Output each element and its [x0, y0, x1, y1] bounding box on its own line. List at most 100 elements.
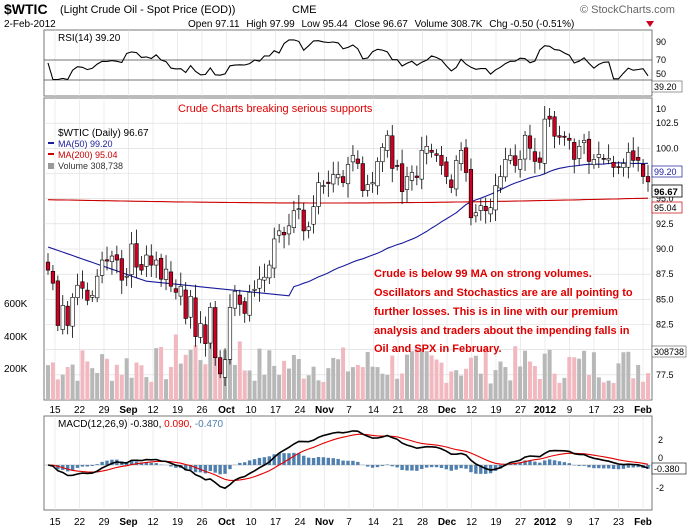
- candle-body: [390, 135, 395, 169]
- candle-body: [252, 288, 257, 291]
- volume-bar: [316, 380, 321, 400]
- candle-body: [537, 157, 542, 163]
- x-tick-label: 15: [49, 517, 61, 528]
- macd-histogram-bar: [498, 465, 503, 469]
- macd-histogram-bar: [341, 460, 345, 465]
- x-tick-label: 9: [567, 405, 573, 416]
- x-tick-label: Nov: [315, 405, 334, 416]
- volume-bar: [100, 354, 105, 400]
- volume-bar: [109, 380, 114, 400]
- volume-tick-200k: 200K: [4, 364, 28, 375]
- macd-histogram-bar: [439, 465, 444, 468]
- volume-bar: [547, 349, 552, 400]
- candle-body: [547, 115, 552, 120]
- price-tick-label: 82.5: [656, 320, 674, 330]
- macd-histogram-bar: [469, 465, 473, 473]
- volume-bar: [577, 358, 582, 400]
- candle-body: [508, 155, 513, 161]
- x-tick-label: 19: [172, 517, 184, 528]
- macd-histogram-bar: [306, 457, 311, 465]
- macd-histogram-bar: [129, 460, 134, 465]
- rsi-tick-50: 50: [656, 69, 666, 79]
- annotation-line: further losses. This is in line with our…: [374, 306, 618, 318]
- x-tick-label: 21: [392, 405, 404, 416]
- volume-bar: [154, 348, 159, 400]
- candle-body: [586, 138, 592, 162]
- volume-bar: [149, 381, 154, 400]
- macd-histogram-bar: [533, 461, 537, 465]
- candle-body: [311, 206, 316, 225]
- symbol-description: (Light Crude Oil - Spot Price (EOD)): [60, 4, 235, 16]
- volume-bar: [409, 351, 414, 400]
- macd-histogram-bar: [557, 461, 562, 465]
- volume-bar: [262, 374, 267, 400]
- candle-body: [498, 176, 503, 189]
- candle-body: [429, 149, 434, 153]
- candle-body: [90, 295, 95, 298]
- ma50-swatch: [48, 142, 54, 144]
- volume-tick-400k: 400K: [4, 332, 28, 343]
- candle-body: [601, 158, 606, 160]
- macd-histogram-bar: [56, 465, 60, 470]
- x-tick-label: 17: [588, 517, 600, 528]
- candle-body: [134, 243, 139, 268]
- price-tick-label: 85.0: [656, 294, 674, 304]
- macd-histogram-bar: [513, 463, 517, 465]
- low-value: 95.44: [323, 19, 348, 30]
- macd-histogram-bar: [410, 465, 414, 471]
- macd-histogram-bar: [331, 458, 335, 465]
- macd-histogram-bar: [282, 453, 286, 465]
- candle-body: [95, 275, 100, 299]
- candle-body: [306, 226, 311, 231]
- volume-bar: [168, 366, 173, 400]
- x-tick-label: 28: [417, 405, 429, 416]
- candle-body: [262, 276, 267, 281]
- macd-histogram-bar: [297, 453, 301, 465]
- macd-histogram-bar: [626, 465, 631, 468]
- macd-histogram-bar: [390, 465, 394, 467]
- macd-histogram-bar: [523, 460, 527, 465]
- macd-histogram-bar: [577, 465, 581, 466]
- volume-bar: [331, 357, 336, 400]
- x-tick-label: 19: [490, 405, 502, 416]
- rsi-legend: RSI(14) 39.20: [58, 33, 121, 44]
- volume-bar: [213, 353, 218, 400]
- volume-bar: [444, 382, 449, 400]
- macd-histogram-bar: [252, 459, 257, 465]
- candle-body: [277, 230, 282, 236]
- macd-line: [47, 430, 649, 490]
- x-tick-label: 22: [74, 405, 86, 416]
- candle-body: [173, 288, 178, 293]
- volume-bar: [400, 373, 405, 400]
- ma200-tag: 95.04: [654, 203, 677, 213]
- macd-histogram-bar: [144, 462, 149, 465]
- candle-body: [286, 225, 292, 235]
- candle-body: [395, 165, 400, 167]
- macd-histogram-bar: [597, 465, 601, 469]
- macd-histogram-bar: [552, 460, 557, 465]
- volume-bar: [277, 374, 282, 400]
- volume-bar: [218, 361, 223, 400]
- x-tick-label: 23: [613, 405, 625, 416]
- volume-bar: [355, 364, 360, 400]
- macd-histogram-bar: [149, 462, 153, 465]
- macd-histogram-bar: [547, 459, 552, 465]
- price-legend-title: $WTIC (Daily) 96.67: [58, 128, 149, 139]
- x-tick-label: 23: [613, 517, 625, 528]
- macd-histogram-bar: [488, 465, 493, 474]
- volume-bar: [164, 379, 169, 400]
- x-tick-label: 17: [270, 405, 282, 416]
- macd-histogram-bar: [356, 461, 360, 465]
- volume-tag-box: [651, 345, 687, 358]
- volume-bar: [454, 370, 459, 400]
- candle-body: [109, 255, 115, 263]
- price-tick-label: 92.5: [656, 219, 674, 229]
- macd-legend-name: MACD(12,26,9): [58, 419, 127, 430]
- x-tick-label: Dec: [438, 405, 457, 416]
- candle-body: [527, 135, 533, 149]
- volume-bar: [380, 373, 385, 400]
- macd-histogram-bar: [405, 465, 409, 471]
- x-tick-label: Feb: [634, 405, 652, 416]
- macd-histogram-bar: [592, 465, 596, 469]
- candle-body: [616, 166, 621, 168]
